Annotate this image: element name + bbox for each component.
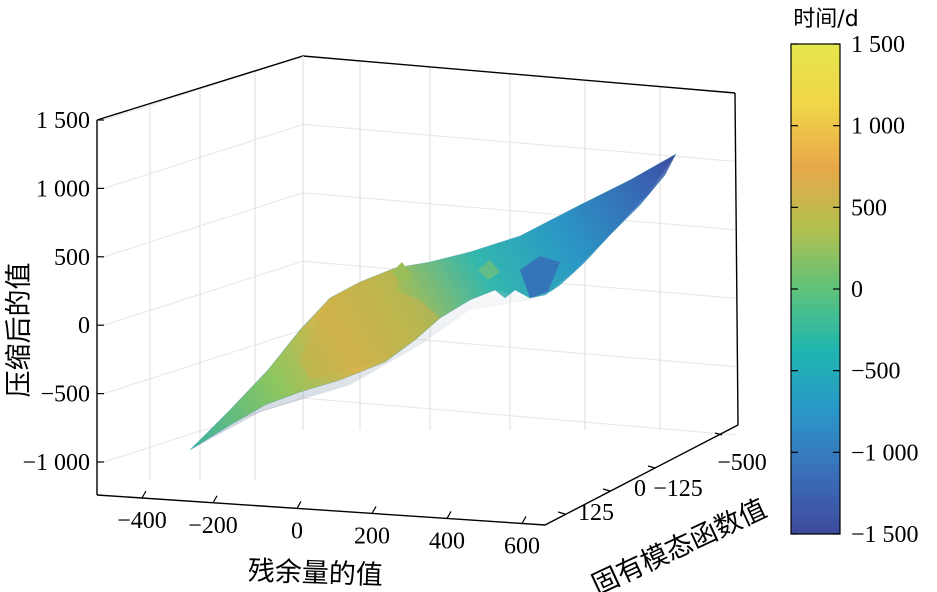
x-tick-mark xyxy=(296,501,302,509)
colorbar-tick-label: 0 xyxy=(851,277,863,303)
box-top-edge xyxy=(96,55,736,121)
surface-main xyxy=(189,153,677,451)
box-right-edge xyxy=(734,92,739,426)
y-tick-mark xyxy=(714,432,723,436)
x-tick-label: 400 xyxy=(429,528,465,554)
x-tick-mark xyxy=(141,490,147,499)
z-gridline xyxy=(103,397,736,463)
x-tick-mark xyxy=(371,506,377,514)
surface-shading xyxy=(190,154,676,450)
x-tick-mark xyxy=(212,495,218,504)
y-axis-title: 固有模态函数值 xyxy=(587,493,771,592)
z-axis-title: 压缩后的值 xyxy=(4,263,35,398)
y-tick-label: −500 xyxy=(717,450,767,476)
x-axis-ticks: −400 −200 0 200 400 600 xyxy=(117,490,540,559)
colorbar-ticks: 1 500 1 000 500 0 −500 −1 000 −1 500 xyxy=(791,32,919,548)
y-axis-ticks: 125 0 −125 −500 xyxy=(557,432,767,526)
surface-peak-left xyxy=(392,262,412,282)
x-axis-title: 残余量的值 xyxy=(247,556,383,592)
x-tick-mark xyxy=(446,511,452,519)
colorbar-bar xyxy=(790,43,841,535)
y-tick-mark xyxy=(557,511,566,515)
y-tick-label: −125 xyxy=(653,476,703,502)
colorbar: 时间/d 1 500 1 000 500 0 −500 −1 000 −1 500 xyxy=(790,7,919,548)
x-tick-mark xyxy=(521,516,527,524)
z-tick-label: 0 xyxy=(78,313,90,339)
x-tick-label: 600 xyxy=(504,533,540,559)
x-tick-label: 200 xyxy=(354,523,390,549)
y-tick-mark xyxy=(647,465,656,469)
x-tick-label: 0 xyxy=(291,518,303,544)
colorbar-tick-label: −1 500 xyxy=(851,522,919,548)
z-tick-label: −1 000 xyxy=(22,450,90,476)
colorbar-tick-label: 1 500 xyxy=(851,32,905,58)
colorbar-tick-label: 500 xyxy=(851,195,887,221)
z-tick-label: 1 000 xyxy=(36,176,90,202)
z-tick-label: 500 xyxy=(54,245,90,271)
surface-peak-right xyxy=(478,260,500,280)
surface-dip xyxy=(520,256,560,298)
colorbar-title: 时间/d xyxy=(793,7,858,32)
colorbar-tick-label: 1 000 xyxy=(851,114,905,140)
z-axis-ticks: 1 500 1 000 500 0 −500 −1 000 xyxy=(22,108,104,476)
surface xyxy=(189,153,677,451)
x-tick-label: −200 xyxy=(188,513,238,539)
x-tick-label: −400 xyxy=(117,508,167,534)
y-tick-label: 0 xyxy=(634,476,646,502)
surface-fold xyxy=(300,268,440,380)
colorbar-tick-label: −500 xyxy=(851,359,901,385)
colorbar-tick-label: −1 000 xyxy=(851,440,919,466)
box-bottom-front-edge xyxy=(96,424,739,526)
y-tick-label: 125 xyxy=(578,500,614,526)
z-tick-label: −500 xyxy=(40,382,90,408)
z-tick-label: 1 500 xyxy=(36,108,90,134)
y-tick-mark xyxy=(602,488,611,492)
